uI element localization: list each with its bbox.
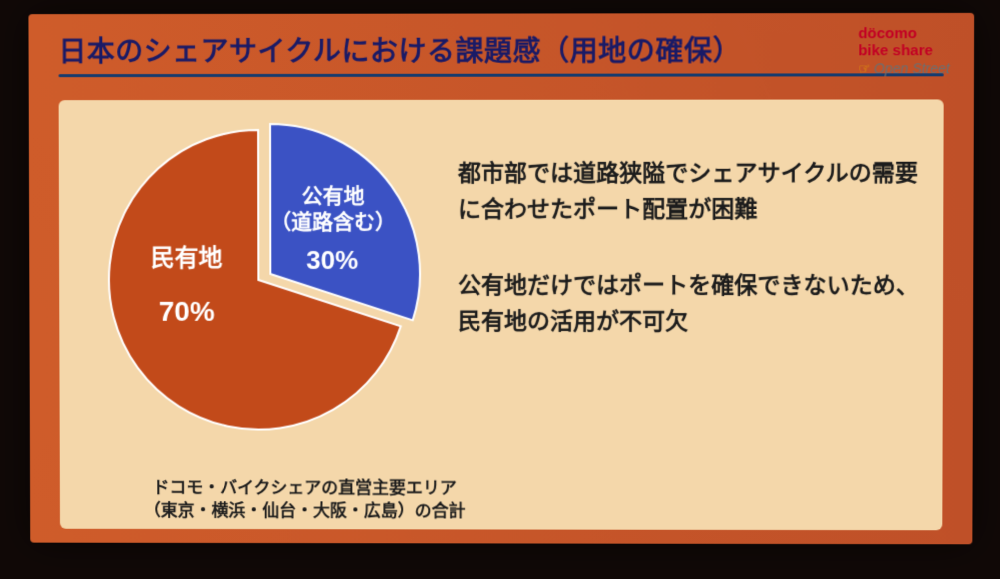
pie-label-private-name: 民有地 — [151, 244, 223, 274]
docomo-logo: döcomo — [858, 25, 950, 42]
bikeshare-logo: bike share — [858, 42, 950, 59]
content-panel: 公有地 （道路含む） 30% 民有地 70% 都市部では道路狭隘でシェアサイクル… — [59, 99, 944, 530]
pie-caption-line2: （東京・横浜・仙台・大阪・広島）の合計 — [144, 501, 466, 520]
pie-caption-line1: ドコモ・バイクシェアの直営主要エリア — [152, 478, 457, 497]
openstreet-logo: ☞Open Street — [858, 60, 950, 79]
presentation-slide: 日本のシェアサイクルにおける課題感（用地の確保） döcomo bike sha… — [28, 13, 974, 544]
pie-label-public-name: 公有地 （道路含む） — [270, 184, 396, 237]
pie-svg — [89, 120, 429, 460]
logo-block: döcomo bike share ☞Open Street — [858, 25, 950, 78]
pie-label-public-percent: 30% — [306, 244, 358, 276]
pointing-hand-icon: ☞ — [857, 59, 872, 77]
slide-title: 日本のシェアサイクルにおける課題感（用地の確保） — [58, 29, 823, 70]
land-share-pie-chart: 公有地 （道路含む） 30% 民有地 70% — [89, 120, 429, 460]
title-underline — [59, 73, 944, 77]
pie-label-private-percent: 70% — [159, 294, 215, 329]
body-paragraph-2: 公有地だけではポートを確保できないため、民有地の活用が不可欠 — [458, 268, 925, 340]
body-paragraph-1: 都市部では道路狭隘でシェアサイクルの需要に合わせたポート配置が困難 — [458, 156, 925, 228]
pie-caption: ドコモ・バイクシェアの直営主要エリア （東京・横浜・仙台・大阪・広島）の合計 — [115, 477, 494, 523]
